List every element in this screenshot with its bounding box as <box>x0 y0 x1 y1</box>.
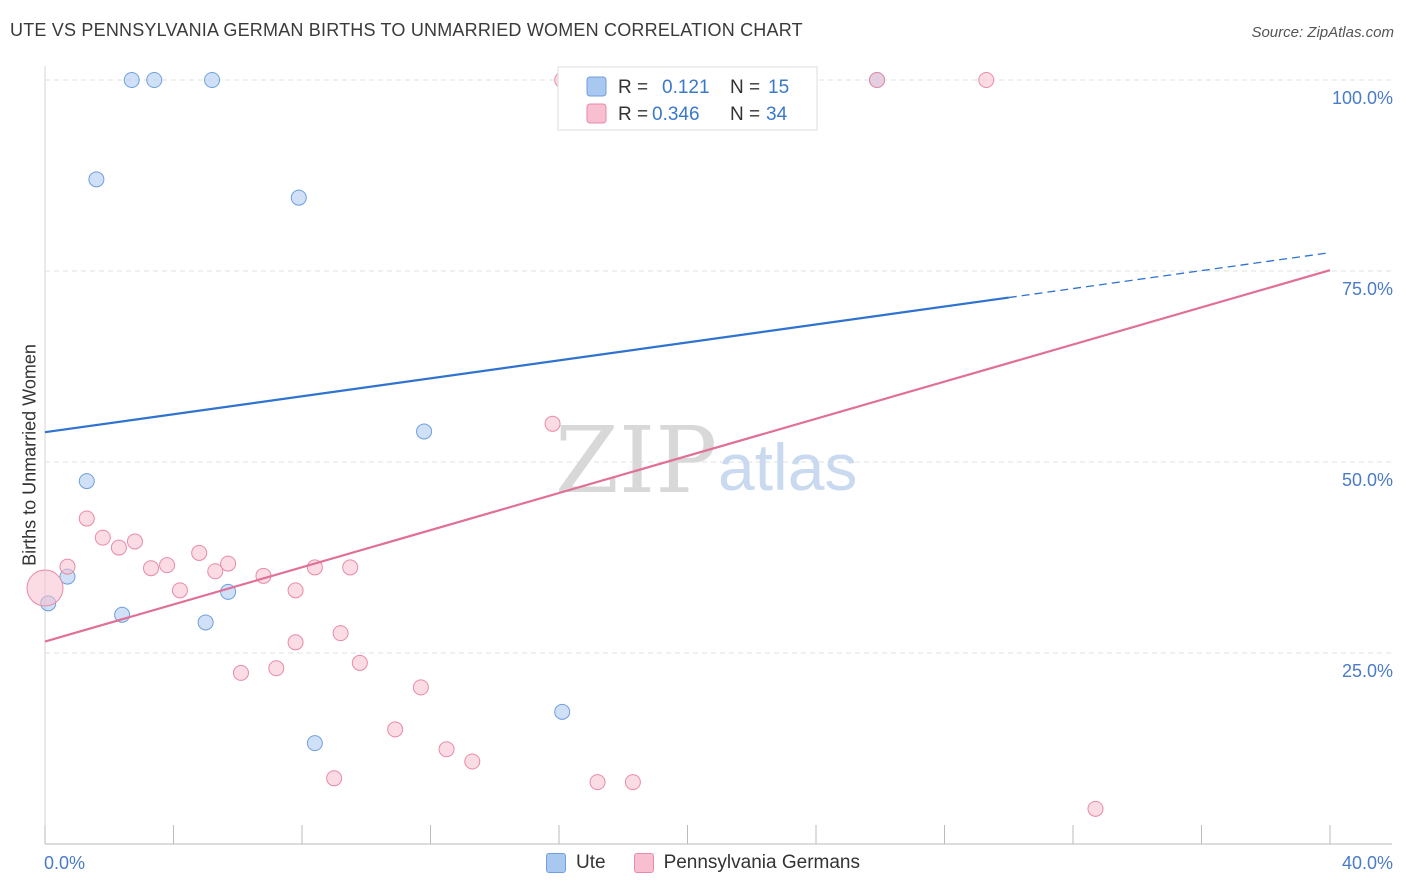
data-point-pa-germans <box>326 770 343 787</box>
legend-n-label-pa-germans: N = <box>730 104 760 125</box>
y-tick-label: 75.0% <box>1342 279 1393 299</box>
tick-labels: 25.0% 50.0% 75.0% 100.0% 0.0% 40.0% <box>44 88 1393 873</box>
watermark-zip: ZIP <box>555 407 717 514</box>
legend-swatch-ute <box>586 76 607 97</box>
data-point-pa-germans <box>342 559 359 576</box>
data-point-pa-germans <box>126 533 143 550</box>
data-point-pa-germans <box>171 582 188 599</box>
data-point-pa-germans <box>978 72 995 88</box>
data-point-pa-germans <box>287 582 304 599</box>
data-points <box>26 72 1104 817</box>
data-point-pa-germans <box>110 539 127 556</box>
data-point-ute <box>290 189 307 206</box>
data-point-pa-germans <box>438 741 455 758</box>
data-point-pa-germans <box>412 679 429 696</box>
data-point-pa-germans <box>544 415 561 432</box>
x-tick-label: 40.0% <box>1342 853 1393 873</box>
data-point-ute <box>123 72 140 88</box>
data-point-pa-germans <box>26 569 64 607</box>
data-point-pa-germans <box>332 625 349 642</box>
series-legend-label-pa-germans: Pennsylvania Germans <box>663 852 860 873</box>
source-credit: Source: ZipAtlas.com <box>1251 24 1394 41</box>
data-point-ute <box>197 614 214 631</box>
data-point-pa-germans <box>351 654 368 671</box>
watermark: ZIP atlas <box>555 407 857 514</box>
legend-n-value-ute: 15 <box>768 77 789 98</box>
trend-line-ute <box>44 296 1009 434</box>
data-point-pa-germans <box>268 660 285 677</box>
data-point-pa-germans <box>464 753 481 770</box>
data-point-pa-germans <box>94 529 111 546</box>
data-point-pa-germans <box>59 558 76 575</box>
data-point-pa-germans <box>78 510 95 527</box>
data-point-pa-germans <box>143 560 160 577</box>
data-point-ute <box>306 735 323 752</box>
data-point-pa-germans <box>287 634 304 651</box>
series-legend-item-ute[interactable]: Ute <box>545 852 606 874</box>
data-point-pa-germans <box>869 72 886 88</box>
y-tick-label: 25.0% <box>1342 661 1393 681</box>
trend-lines <box>44 252 1331 643</box>
legend-r-label-pa-germans: R = <box>618 104 648 125</box>
legend-n-label-ute: N = <box>730 77 760 98</box>
legend-n-value-pa-germans: 34 <box>766 104 788 125</box>
data-point-pa-germans <box>1087 800 1104 817</box>
series-swatch-pa-germans <box>633 853 654 873</box>
legend-r-value-ute: 0.121 <box>662 77 710 98</box>
watermark-atlas: atlas <box>718 430 857 504</box>
legend-r-value-pa-germans: 0.346 <box>652 104 700 125</box>
axes <box>44 66 1392 845</box>
data-point-ute <box>204 72 221 88</box>
data-point-pa-germans <box>387 721 404 738</box>
trend-line-ute-extension <box>1008 252 1331 299</box>
legend-r-label-ute: R = <box>618 77 648 98</box>
y-tick-label: 50.0% <box>1342 470 1393 490</box>
data-point-pa-germans <box>159 557 176 574</box>
data-point-pa-germans <box>220 555 237 572</box>
data-point-ute <box>554 703 571 720</box>
data-point-ute <box>146 72 163 88</box>
series-legend-label-ute: Ute <box>575 852 606 873</box>
series-legend-item-pa-germans[interactable]: Pennsylvania Germans <box>633 852 860 874</box>
chart-title: UTE VS PENNSYLVANIA GERMAN BIRTHS TO UNM… <box>10 20 803 40</box>
data-point-pa-germans <box>207 563 224 580</box>
data-point-pa-germans <box>191 544 208 561</box>
x-tick-label: 0.0% <box>44 853 85 873</box>
grid-lines <box>45 79 1392 654</box>
data-point-pa-germans <box>232 664 249 681</box>
series-swatch-ute <box>545 853 566 873</box>
data-point-ute <box>78 473 95 490</box>
series-legend: Ute Pennsylvania Germans <box>0 852 1406 874</box>
data-point-pa-germans <box>589 774 606 791</box>
y-tick-label: 100.0% <box>1332 88 1393 108</box>
data-point-pa-germans <box>624 774 641 791</box>
data-point-ute <box>88 171 105 188</box>
stats-legend: R = 0.121 N = 15 R = 0.346 N = 34 <box>557 66 818 131</box>
trend-line-pa-germans <box>44 269 1331 643</box>
data-point-ute <box>416 423 433 440</box>
legend-swatch-pa-germans <box>586 103 607 124</box>
